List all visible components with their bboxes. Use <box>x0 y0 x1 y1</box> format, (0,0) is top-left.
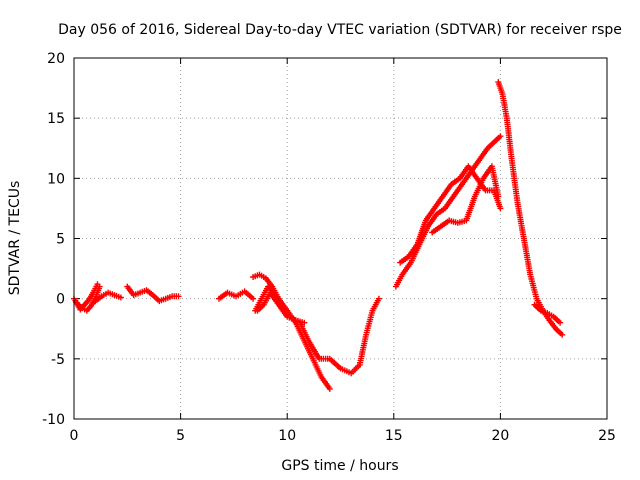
axis-ticks: 0 5 10 15 20 25 -10 -5 0 5 10 15 20 <box>42 51 616 444</box>
grid <box>74 58 607 419</box>
data-point <box>301 319 308 326</box>
series-arc-11 <box>429 163 502 236</box>
series-arc-8 <box>254 289 308 326</box>
y-tick-label: 5 <box>56 232 65 248</box>
y-tick-label: 15 <box>47 111 65 127</box>
x-tick-label: 15 <box>385 428 403 444</box>
y-tick-label: -5 <box>51 352 65 368</box>
series-arc-9 <box>392 133 504 290</box>
data-point <box>175 293 182 300</box>
y-tick-label: 10 <box>47 171 65 187</box>
y-axis-label: SDTVAR / TECUs <box>7 181 23 296</box>
plot-frame <box>73 57 608 420</box>
data-point <box>497 205 504 212</box>
x-tick-label: 5 <box>176 428 185 444</box>
data-points <box>71 79 566 392</box>
data-point <box>375 295 382 302</box>
series-arc-6 <box>250 271 333 392</box>
series-arc-2 <box>73 281 101 313</box>
data-point <box>326 385 333 392</box>
y-tick-label: -10 <box>42 412 65 428</box>
chart-title: Day 056 of 2016, Sidereal Day-to-day VTE… <box>58 22 622 38</box>
x-tick-label: 25 <box>598 428 616 444</box>
series-arc-3 <box>92 289 124 305</box>
y-tick-label: 20 <box>47 51 65 67</box>
y-tick-label: 0 <box>56 292 65 308</box>
data-point <box>250 295 257 302</box>
x-axis-label: GPS time / hours <box>281 458 398 474</box>
x-tick-label: 20 <box>491 428 509 444</box>
data-point <box>557 319 564 326</box>
x-tick-label: 10 <box>278 428 296 444</box>
data-point <box>497 133 504 140</box>
series-arc-5 <box>216 288 257 302</box>
series-arc-4 <box>124 283 182 305</box>
data-point <box>117 294 124 301</box>
data-point <box>559 331 566 338</box>
data-point <box>94 281 101 288</box>
x-tick-label: 0 <box>70 428 79 444</box>
series-arc-13 <box>531 301 564 326</box>
data-point <box>495 193 502 200</box>
